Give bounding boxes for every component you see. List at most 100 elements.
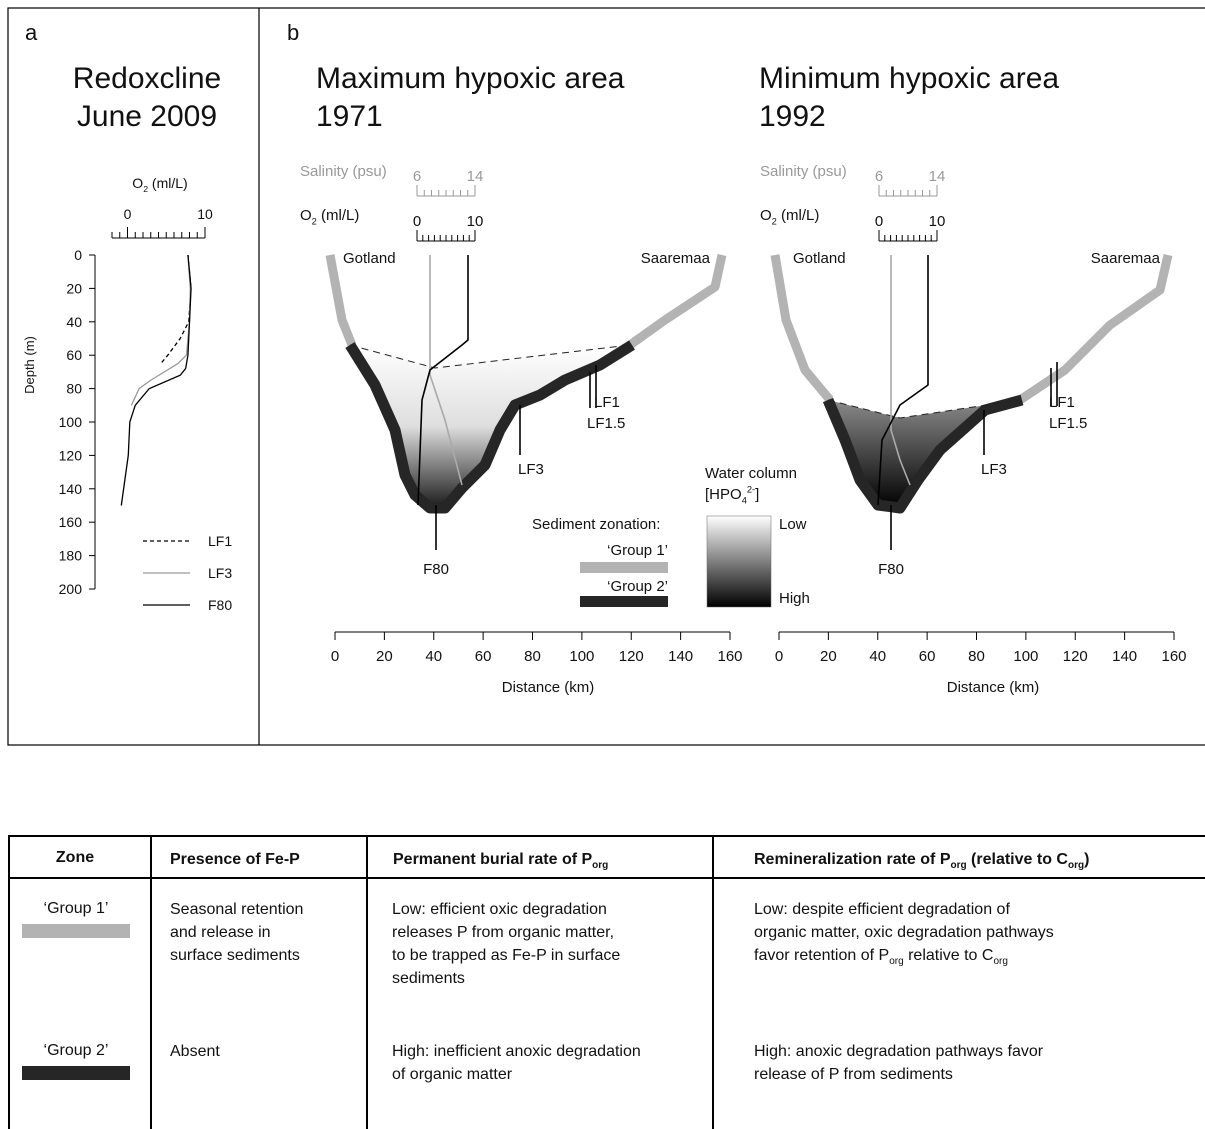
sediment-group-1 xyxy=(770,254,834,403)
panel-label: b xyxy=(287,20,299,45)
x-axis-title: Distance (km) xyxy=(947,679,1040,696)
text-segment: High: anoxic degradation pathways favor xyxy=(754,1043,1044,1060)
station-label: Gotland xyxy=(793,250,846,267)
legend-label: High xyxy=(779,590,810,607)
text-line: favor retention of Porg relative to Corg xyxy=(754,944,1054,969)
legend-label: Low xyxy=(779,516,807,533)
profile-line xyxy=(120,254,192,506)
text-line: sediments xyxy=(392,967,620,990)
table-column-rule xyxy=(150,835,152,1129)
scale-tick-label: 10 xyxy=(467,213,484,230)
scale-label: O2 (ml/L) xyxy=(760,207,819,227)
scale-label: O2 (ml/L) xyxy=(300,207,359,227)
text-segment: 2 xyxy=(143,184,148,194)
table-header-cell: Zone xyxy=(10,846,140,869)
legend-label: LF1 xyxy=(208,533,232,549)
text-line: organic matter, oxic degradation pathway… xyxy=(754,921,1054,944)
profile-line xyxy=(160,254,192,364)
legend-label: F80 xyxy=(208,597,232,613)
scale-tick-label: 10 xyxy=(929,213,946,230)
x-tick-label: 60 xyxy=(475,648,492,665)
x-tick-label: 20 xyxy=(820,648,837,665)
y-tick-label: 0 xyxy=(74,247,82,263)
x-tick-label: 80 xyxy=(968,648,985,665)
y-tick-label: 120 xyxy=(59,447,83,463)
text-segment: of organic matter xyxy=(392,1066,513,1083)
panel-frame xyxy=(7,7,1205,746)
x-tick-label: 140 xyxy=(668,648,693,665)
sediment-group-1 xyxy=(325,254,357,347)
text-segment: favor retention of P xyxy=(754,947,890,964)
text-segment: ] xyxy=(755,486,759,503)
section-title: 1992 xyxy=(759,100,826,133)
x-tick-label: 100 xyxy=(569,648,594,665)
text-segment: organic matter, oxic degradation pathway… xyxy=(754,924,1054,941)
station-label: LF3 xyxy=(981,461,1007,478)
text-line: releases P from organic matter, xyxy=(392,921,620,944)
text-segment: [HPO xyxy=(705,486,742,503)
text-segment: 2 xyxy=(772,217,777,227)
redoxcline xyxy=(349,344,631,369)
text-segment: 2 xyxy=(312,217,317,227)
x-tick-label: 100 xyxy=(1013,648,1038,665)
legend-title: [HPO42-] xyxy=(705,484,759,505)
x-tick-label: 0 xyxy=(331,648,339,665)
x-tick-label: 0 xyxy=(124,206,132,222)
x-axis-title: O2 (ml/L) xyxy=(132,175,187,194)
table-cell: High: anoxic degradation pathways favor r… xyxy=(754,1040,1043,1086)
station-label: F80 xyxy=(878,561,904,578)
x-tick-label: 160 xyxy=(1161,648,1186,665)
text-segment: org xyxy=(1067,860,1085,871)
x-tick-label: 20 xyxy=(376,648,393,665)
text-segment: Low: efficient oxic degradation xyxy=(392,901,607,918)
legend-label: LF3 xyxy=(208,565,232,581)
table-column-rule xyxy=(8,835,10,1129)
zone-swatch xyxy=(22,1066,130,1080)
scale-label: Salinity (psu) xyxy=(760,163,847,180)
x-tick-label: 10 xyxy=(197,206,213,222)
text-line: surface sediments xyxy=(170,944,303,967)
table-cell: High: inefficient anoxic degradation of o… xyxy=(392,1040,641,1086)
legend-title: Sediment zonation: xyxy=(532,516,660,533)
scale-label: Salinity (psu) xyxy=(300,163,387,180)
station-label: F80 xyxy=(423,561,449,578)
y-tick-label: 140 xyxy=(59,481,83,497)
sediment-group-2 xyxy=(822,394,1024,514)
text-segment: releases P from organic matter, xyxy=(392,924,615,941)
text-line: and release in xyxy=(170,921,303,944)
station-label: LF1.5 xyxy=(1049,415,1087,432)
text-segment: and release in xyxy=(170,924,271,941)
salinity-profile xyxy=(429,255,463,486)
scale-tick-label: 6 xyxy=(413,168,421,185)
text-line: Seasonal retention xyxy=(170,898,303,921)
station-label: Saaremaa xyxy=(641,250,711,267)
table-cell: Seasonal retention and release in surface … xyxy=(170,898,303,967)
table-header-cell: Permanent burial rate of Porg xyxy=(393,848,608,873)
x-tick-label: 0 xyxy=(775,648,783,665)
station-label: LF1 xyxy=(1049,394,1075,411)
o2-profile xyxy=(877,255,929,506)
text-segment: sediments xyxy=(392,970,465,987)
x-tick-label: 120 xyxy=(619,648,644,665)
y-tick-label: 200 xyxy=(59,581,83,597)
legend-label: ‘Group 1’ xyxy=(607,542,668,559)
legend-title: Water column xyxy=(705,465,797,482)
salinity-profile xyxy=(890,255,911,486)
profile-line xyxy=(130,254,191,406)
x-tick-label: 160 xyxy=(717,648,742,665)
o2-profile xyxy=(417,255,469,506)
text-line: Absent xyxy=(170,1040,220,1063)
station-label: LF3 xyxy=(518,461,544,478)
panel-title: June 2009 xyxy=(77,100,217,133)
text-segment: org xyxy=(950,860,967,871)
text-segment: Water column xyxy=(705,465,797,482)
text-segment: High: inefficient anoxic degradation xyxy=(392,1043,641,1060)
scale-tick-label: 0 xyxy=(413,213,421,230)
text-line: of organic matter xyxy=(392,1063,641,1086)
zone-swatch xyxy=(22,924,130,938)
panel-title: Redoxcline xyxy=(73,62,221,95)
text-segment: (relative to C xyxy=(966,851,1068,868)
y-tick-label: 80 xyxy=(66,381,82,397)
x-tick-label: 40 xyxy=(425,648,442,665)
